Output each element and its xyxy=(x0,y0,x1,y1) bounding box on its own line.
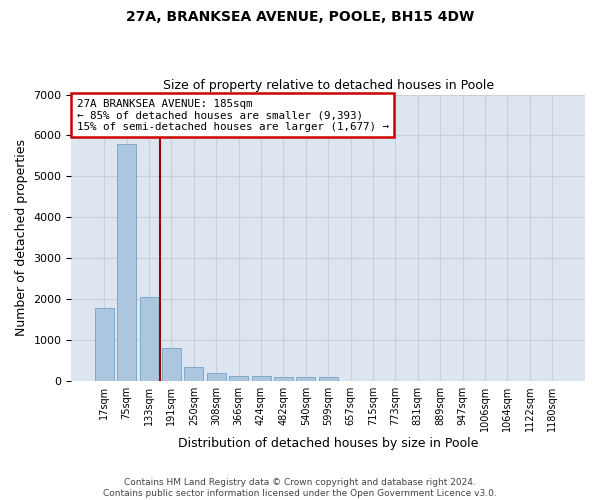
Bar xyxy=(319,377,338,381)
Bar xyxy=(95,308,114,381)
Y-axis label: Number of detached properties: Number of detached properties xyxy=(15,140,28,336)
Text: 27A BRANKSEA AVENUE: 185sqm
← 85% of detached houses are smaller (9,393)
15% of : 27A BRANKSEA AVENUE: 185sqm ← 85% of det… xyxy=(77,99,389,132)
Bar xyxy=(229,376,248,381)
Bar xyxy=(274,377,293,381)
Bar xyxy=(117,144,136,381)
Bar xyxy=(162,348,181,381)
Bar xyxy=(207,373,226,381)
Bar xyxy=(251,376,271,381)
X-axis label: Distribution of detached houses by size in Poole: Distribution of detached houses by size … xyxy=(178,437,478,450)
Bar xyxy=(140,297,158,381)
Bar xyxy=(184,367,203,381)
Bar xyxy=(296,377,316,381)
Text: Contains HM Land Registry data © Crown copyright and database right 2024.
Contai: Contains HM Land Registry data © Crown c… xyxy=(103,478,497,498)
Text: 27A, BRANKSEA AVENUE, POOLE, BH15 4DW: 27A, BRANKSEA AVENUE, POOLE, BH15 4DW xyxy=(126,10,474,24)
Title: Size of property relative to detached houses in Poole: Size of property relative to detached ho… xyxy=(163,79,494,92)
